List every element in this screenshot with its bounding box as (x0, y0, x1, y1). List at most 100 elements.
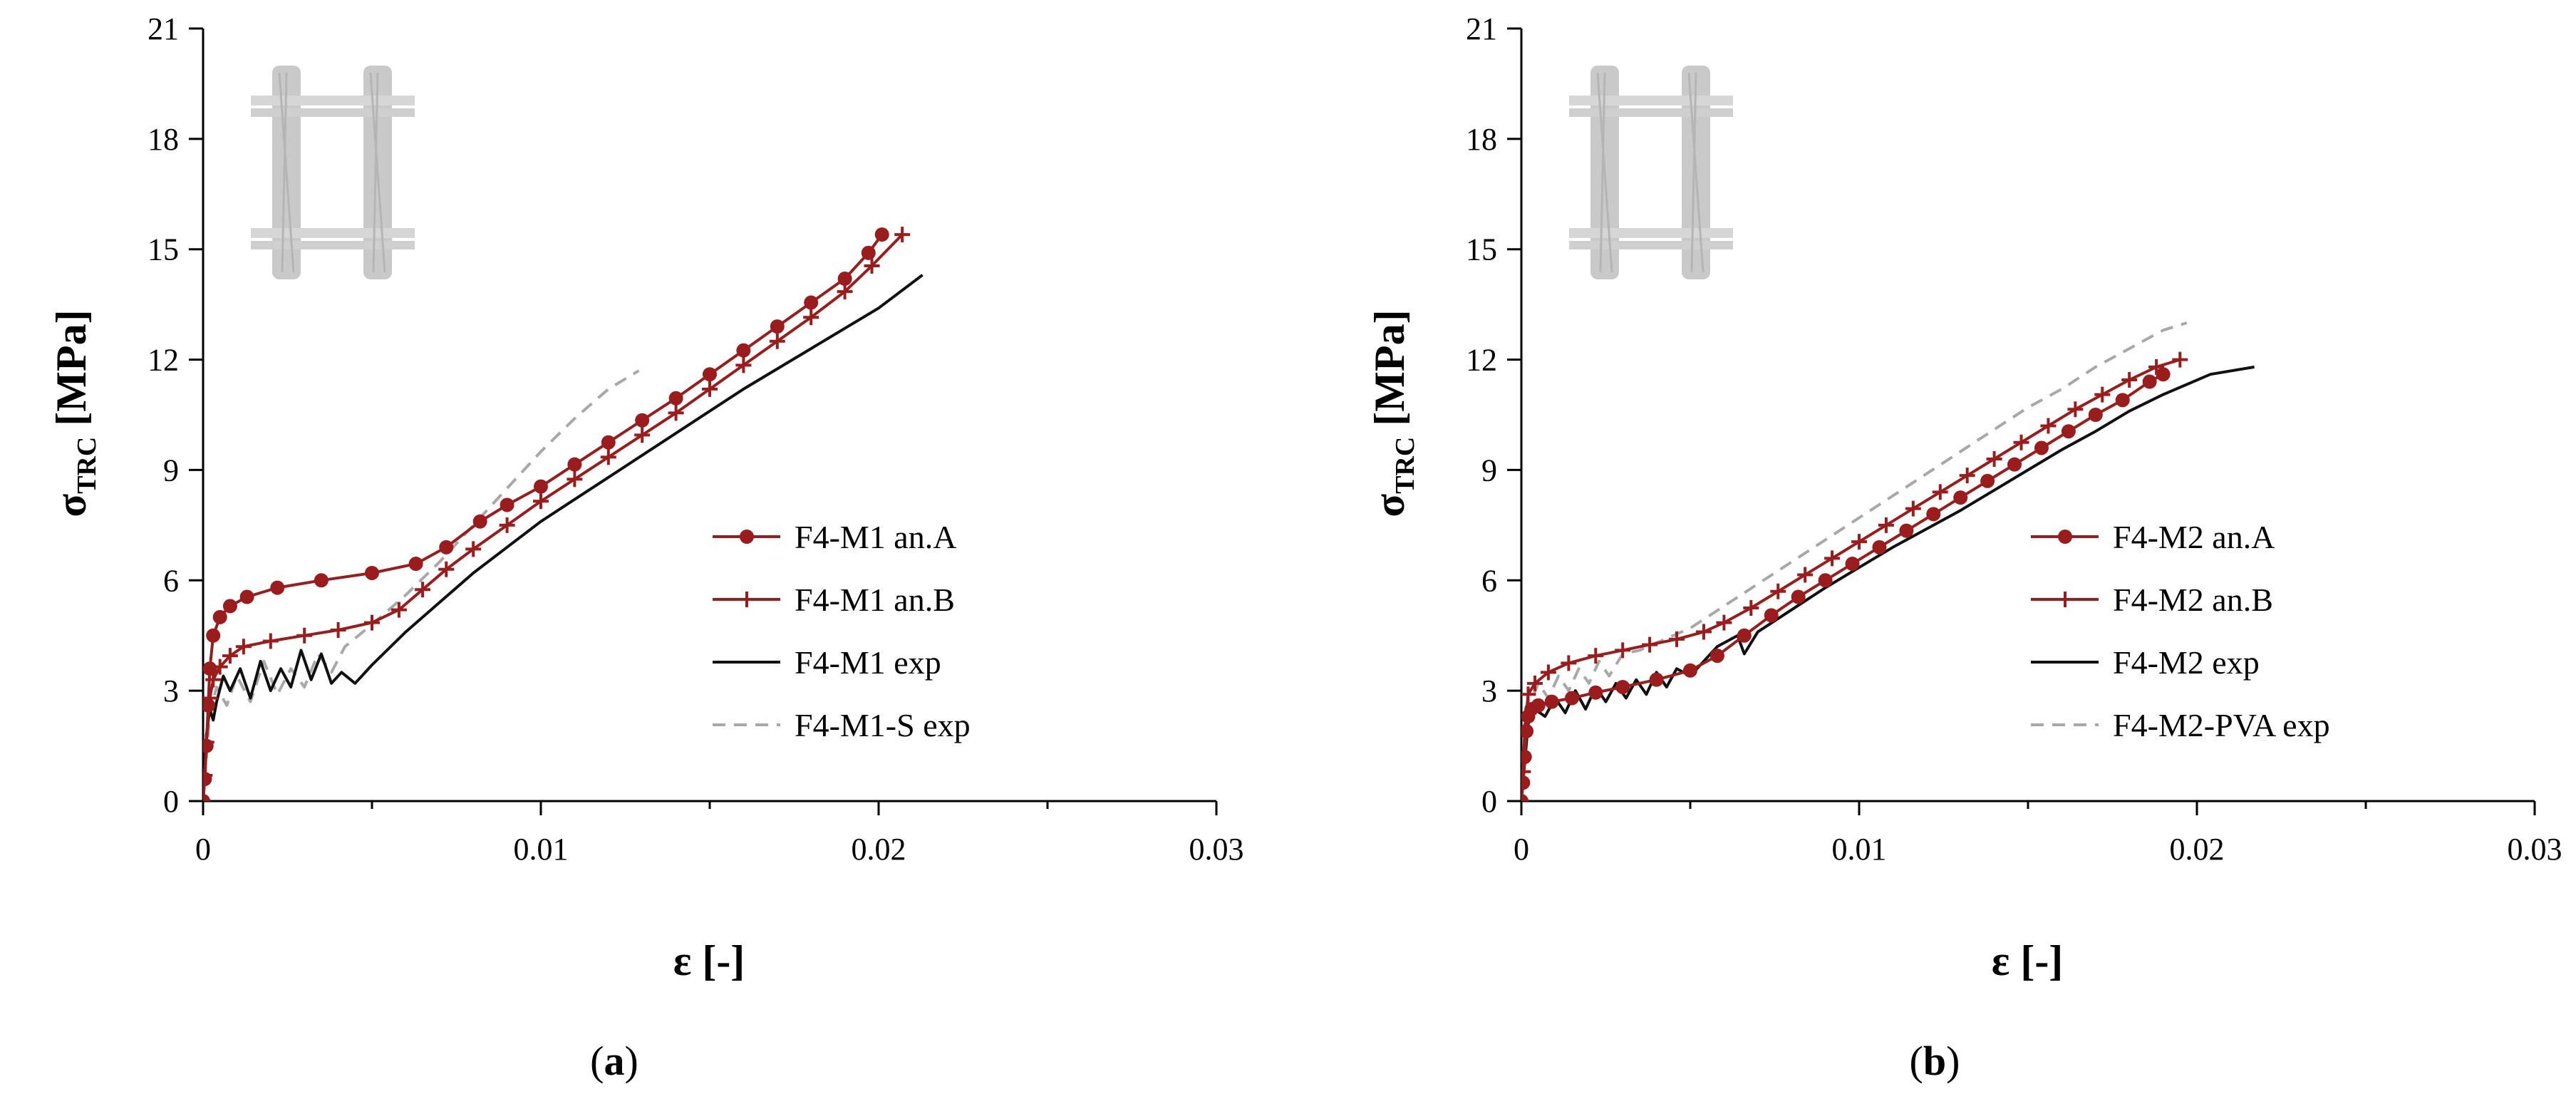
data-point (2061, 424, 2076, 439)
data-point (212, 609, 227, 624)
data-point (2040, 418, 2057, 434)
data-point (1737, 628, 1752, 643)
y-tick-label: 15 (1466, 232, 1497, 267)
panel-label-a: (a) (590, 1038, 638, 1084)
y-tick-label: 0 (1481, 784, 1497, 819)
data-point (438, 561, 455, 577)
data-point (1791, 589, 1806, 604)
y-axis-symbol-b: σ (1366, 494, 1413, 517)
data-point (203, 738, 214, 753)
data-point (1540, 664, 1556, 681)
data-point (567, 471, 583, 487)
y-tick-label: 6 (1481, 563, 1497, 598)
y-tick-label: 21 (1466, 11, 1497, 46)
y-axis-title-a: σTRC [MPa] (48, 309, 102, 517)
data-point (1872, 540, 1887, 554)
y-axis-unit-b: [MPa] (1366, 309, 1413, 436)
data-point (203, 661, 217, 676)
data-point (1544, 694, 1559, 709)
y-tick-label: 18 (1466, 122, 1497, 157)
data-point (472, 514, 487, 529)
legend-label: F4-M2 exp (2113, 644, 2260, 681)
data-point (864, 257, 880, 274)
series-group-a (203, 227, 924, 801)
data-point (1521, 686, 1536, 703)
data-point (837, 272, 852, 287)
data-point (874, 227, 889, 242)
x-ticks-b: 0 0.01 0.02 0.03 (1514, 801, 2562, 867)
y-axis-title-b: σTRC [MPa] (1366, 309, 1420, 517)
y-tick-label: 6 (163, 563, 179, 598)
x-tick-label: 0 (195, 832, 211, 867)
data-point (668, 391, 683, 406)
data-point (1669, 631, 1685, 647)
data-point (861, 245, 876, 260)
data-point (222, 599, 237, 614)
data-point (736, 343, 751, 358)
data-point (2115, 393, 2130, 408)
data-point (2013, 434, 2029, 450)
x-tick-label: 0.01 (1832, 832, 1887, 867)
data-point (390, 602, 407, 618)
series-line (203, 233, 884, 801)
y-tick-label: 3 (1481, 674, 1497, 708)
legend-item: F4-M1-S exp (713, 707, 971, 743)
data-point (1649, 672, 1664, 687)
data-point (769, 333, 785, 349)
data-point (1851, 534, 1867, 550)
y-tick-label: 3 (163, 674, 179, 708)
data-point (1642, 636, 1658, 653)
x-tick-label: 0.01 (514, 832, 569, 867)
data-point (1521, 794, 1528, 801)
legend-marker (740, 530, 754, 544)
data-point (314, 573, 329, 588)
series-line (1521, 358, 2181, 801)
data-point (1615, 679, 1630, 694)
data-point (1959, 468, 1975, 484)
data-point (803, 309, 819, 326)
data-point (203, 794, 210, 801)
data-point (1986, 450, 2002, 467)
legend-item: F4-M1 exp (713, 644, 941, 681)
axes-a (202, 29, 1216, 803)
data-point (296, 627, 313, 644)
x-tick-label: 0.03 (1189, 832, 1244, 867)
data-point (1980, 473, 1995, 488)
data-point (735, 357, 752, 373)
x-tick-label: 0 (1514, 832, 1529, 867)
data-point (2142, 374, 2157, 389)
data-point (2088, 408, 2103, 422)
data-point (533, 493, 549, 510)
data-point (2121, 371, 2138, 388)
data-point (1521, 750, 1532, 765)
data-point (1926, 507, 1941, 522)
legend-marker (2058, 530, 2072, 544)
legend-label: F4-M1 exp (795, 644, 941, 681)
data-point (1565, 691, 1580, 706)
series-f4-m2-an-a (1521, 367, 2171, 801)
data-point (2094, 386, 2111, 403)
legend-item: F4-M2 exp (2031, 644, 2260, 681)
y-tick-label: 18 (148, 122, 179, 157)
data-point (634, 427, 651, 443)
data-point (1770, 583, 1786, 599)
data-point (1899, 523, 1914, 538)
data-point (1797, 567, 1814, 583)
data-point (439, 540, 454, 554)
data-point (500, 497, 514, 512)
data-point (635, 413, 650, 428)
data-point (408, 557, 423, 572)
data-point (239, 589, 254, 604)
x-tick-label: 0.02 (2170, 832, 2225, 867)
series-f4-m2-pva-exp (1521, 321, 2188, 801)
series-line (1521, 373, 2164, 801)
legend-item: F4-M1 an.B (713, 582, 955, 618)
series-line (203, 274, 924, 801)
data-point (1615, 642, 1631, 659)
legend-item: F4-M2 an.B (2031, 582, 2273, 618)
data-point (235, 639, 252, 655)
data-point (1878, 517, 1894, 533)
y-ticks-b: 0 3 6 9 12 15 18 21 (1466, 11, 1521, 819)
data-point (365, 565, 379, 580)
